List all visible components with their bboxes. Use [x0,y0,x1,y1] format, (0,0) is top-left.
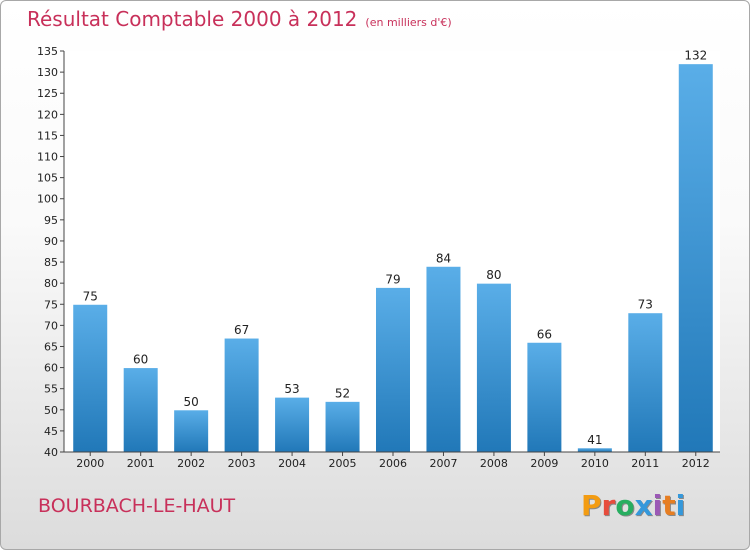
logo-letter: i [652,489,663,522]
y-tick-label-135: 135 [37,45,58,58]
logo-letter: r [601,489,616,522]
x-tick-label-2004: 2004 [278,457,306,470]
data-label-2000: 75 [83,289,98,303]
chart-subtitle: (en milliers d'€) [365,16,452,29]
bar-2003 [223,337,260,453]
bar-2008 [475,282,512,453]
bar-2002 [173,409,210,453]
chart-title-text: Résultat Comptable 2000 à 2012 [27,7,358,31]
y-tick-label-120: 120 [37,108,58,121]
x-tick-label-2009: 2009 [530,457,558,470]
x-tick-label-2006: 2006 [379,457,407,470]
y-tick-label-75: 75 [44,298,58,311]
y-tick-label-130: 130 [37,66,58,79]
commune-name: BOURBACH-LE-HAUT [38,495,236,517]
y-tick-label-115: 115 [37,129,58,142]
data-label-2011: 73 [638,298,653,312]
bar-2001 [122,367,159,453]
y-tick-label-125: 125 [37,87,58,100]
x-tick-label-2005: 2005 [329,457,357,470]
y-tick-label-45: 45 [44,425,58,438]
logo-letter: P [581,489,602,522]
y-tick-label-110: 110 [37,151,58,164]
y-tick-label-105: 105 [37,172,58,185]
data-label-2008: 80 [486,268,501,282]
x-tick-label-2002: 2002 [177,457,205,470]
logo-letter: i [675,489,686,522]
logo-letter: x [634,489,653,522]
data-label-2009: 66 [537,327,552,341]
y-tick-label-60: 60 [44,362,58,375]
y-tick-label-100: 100 [37,193,58,206]
x-tick-label-2010: 2010 [581,457,609,470]
x-tick-label-2003: 2003 [228,457,256,470]
data-label-2005: 52 [335,386,350,400]
x-tick-label-2008: 2008 [480,457,508,470]
logo-letter: o [615,489,635,522]
bar-2009 [526,341,563,453]
data-label-2004: 53 [284,382,299,396]
data-label-2002: 50 [184,395,199,409]
data-label-2012: 132 [684,49,707,63]
x-tick-label-2011: 2011 [631,457,659,470]
bar-2000 [72,303,109,453]
y-tick-label-70: 70 [44,319,58,332]
logo-letter: t [662,489,676,522]
bar-2007 [425,265,462,453]
data-label-2006: 79 [385,272,400,286]
bar-2010 [576,447,613,453]
y-tick-label-65: 65 [44,340,58,353]
y-tick-label-90: 90 [44,235,58,248]
x-tick-label-2012: 2012 [682,457,710,470]
bar-2011 [627,312,664,453]
proxiti-logo: Proxiti [581,489,685,522]
data-label-2010: 41 [587,433,602,447]
y-tick-label-95: 95 [44,214,58,227]
bar-2012 [677,63,714,453]
data-label-2001: 60 [133,353,148,367]
x-tick-label-2001: 2001 [127,457,155,470]
bar-2005 [324,400,361,453]
x-tick-label-2000: 2000 [76,457,104,470]
bar-2004 [274,396,311,453]
y-tick-label-85: 85 [44,256,58,269]
chart-title: Résultat Comptable 2000 à 2012 (en millie… [27,7,452,31]
bar-2006 [375,286,411,453]
y-tick-label-40: 40 [44,446,58,459]
y-tick-label-80: 80 [44,277,58,290]
y-tick-label-50: 50 [44,404,58,417]
y-tick-label-55: 55 [44,383,58,396]
x-tick-label-2007: 2007 [429,457,457,470]
data-label-2007: 84 [436,251,451,265]
data-label-2003: 67 [234,323,249,337]
